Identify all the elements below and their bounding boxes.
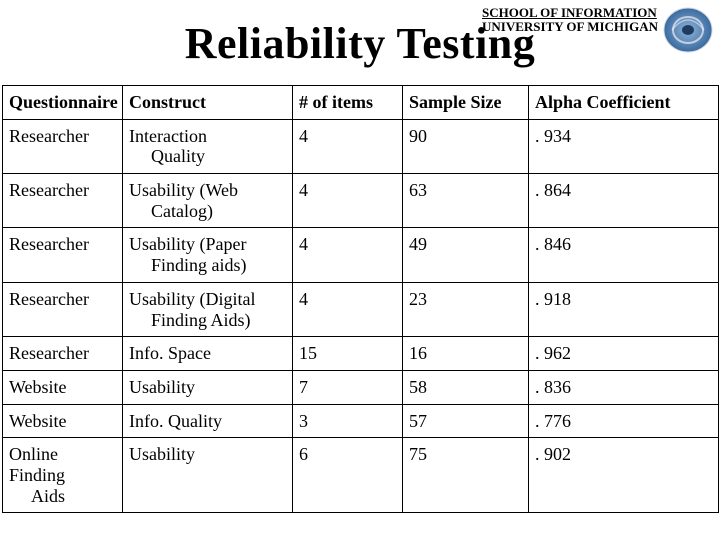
- cell-items: 4: [293, 119, 403, 173]
- affiliation-block: SCHOOL OF INFORMATION UNIVERSITY OF MICH…: [482, 6, 658, 35]
- cell-questionnaire: Researcher: [3, 228, 123, 282]
- cell-questionnaire: Website: [3, 404, 123, 438]
- cell-items: 4: [293, 174, 403, 228]
- cell-questionnaire: Researcher: [3, 282, 123, 336]
- affiliation-line2: UNIVERSITY OF MICHIGAN: [482, 19, 658, 34]
- cell-items: 3: [293, 404, 403, 438]
- cell-sample: 63: [403, 174, 529, 228]
- table-row: ResearcherUsability (WebCatalog)463. 864: [3, 174, 719, 228]
- cell-items: 15: [293, 337, 403, 371]
- table-row: ResearcherInfo. Space1516. 962: [3, 337, 719, 371]
- cell-questionnaire: Website: [3, 370, 123, 404]
- cell-alpha: . 864: [529, 174, 719, 228]
- col-questionnaire: Questionnaire: [3, 86, 123, 120]
- table-row: ResearcherInteractionQuality490. 934: [3, 119, 719, 173]
- cell-sample: 75: [403, 438, 529, 513]
- cell-construct: Info. Space: [123, 337, 293, 371]
- cell-construct: Usability (DigitalFinding Aids): [123, 282, 293, 336]
- reliability-table: Questionnaire Construct # of items Sampl…: [2, 85, 719, 513]
- cell-construct: Usability: [123, 370, 293, 404]
- cell-sample: 90: [403, 119, 529, 173]
- cell-questionnaire: Researcher: [3, 337, 123, 371]
- table-row: ResearcherUsability (PaperFinding aids)4…: [3, 228, 719, 282]
- cell-alpha: . 776: [529, 404, 719, 438]
- cell-construct: Usability: [123, 438, 293, 513]
- cell-alpha: . 846: [529, 228, 719, 282]
- cell-sample: 23: [403, 282, 529, 336]
- cell-sample: 49: [403, 228, 529, 282]
- cell-questionnaire: Researcher: [3, 174, 123, 228]
- cell-items: 6: [293, 438, 403, 513]
- cell-construct: Info. Quality: [123, 404, 293, 438]
- cell-construct: InteractionQuality: [123, 119, 293, 173]
- table-row: WebsiteUsability758. 836: [3, 370, 719, 404]
- cell-alpha: . 962: [529, 337, 719, 371]
- cell-items: 4: [293, 228, 403, 282]
- cell-construct: Usability (PaperFinding aids): [123, 228, 293, 282]
- cell-items: 4: [293, 282, 403, 336]
- cell-alpha: . 902: [529, 438, 719, 513]
- cell-items: 7: [293, 370, 403, 404]
- cell-questionnaire: Online FindingAids: [3, 438, 123, 513]
- cell-alpha: . 836: [529, 370, 719, 404]
- table-row: WebsiteInfo. Quality357. 776: [3, 404, 719, 438]
- cell-sample: 58: [403, 370, 529, 404]
- cell-sample: 57: [403, 404, 529, 438]
- table-header-row: Questionnaire Construct # of items Sampl…: [3, 86, 719, 120]
- col-items: # of items: [293, 86, 403, 120]
- cell-construct: Usability (WebCatalog): [123, 174, 293, 228]
- cell-questionnaire: Researcher: [3, 119, 123, 173]
- cell-alpha: . 918: [529, 282, 719, 336]
- col-sample: Sample Size: [403, 86, 529, 120]
- table-row: ResearcherUsability (DigitalFinding Aids…: [3, 282, 719, 336]
- umich-si-logo-icon: [662, 4, 714, 56]
- col-alpha: Alpha Coefficient: [529, 86, 719, 120]
- page-header: SCHOOL OF INFORMATION UNIVERSITY OF MICH…: [0, 0, 720, 85]
- table-row: Online FindingAidsUsability675. 902: [3, 438, 719, 513]
- cell-alpha: . 934: [529, 119, 719, 173]
- col-construct: Construct: [123, 86, 293, 120]
- cell-sample: 16: [403, 337, 529, 371]
- affiliation-line1: SCHOOL OF INFORMATION: [482, 5, 657, 20]
